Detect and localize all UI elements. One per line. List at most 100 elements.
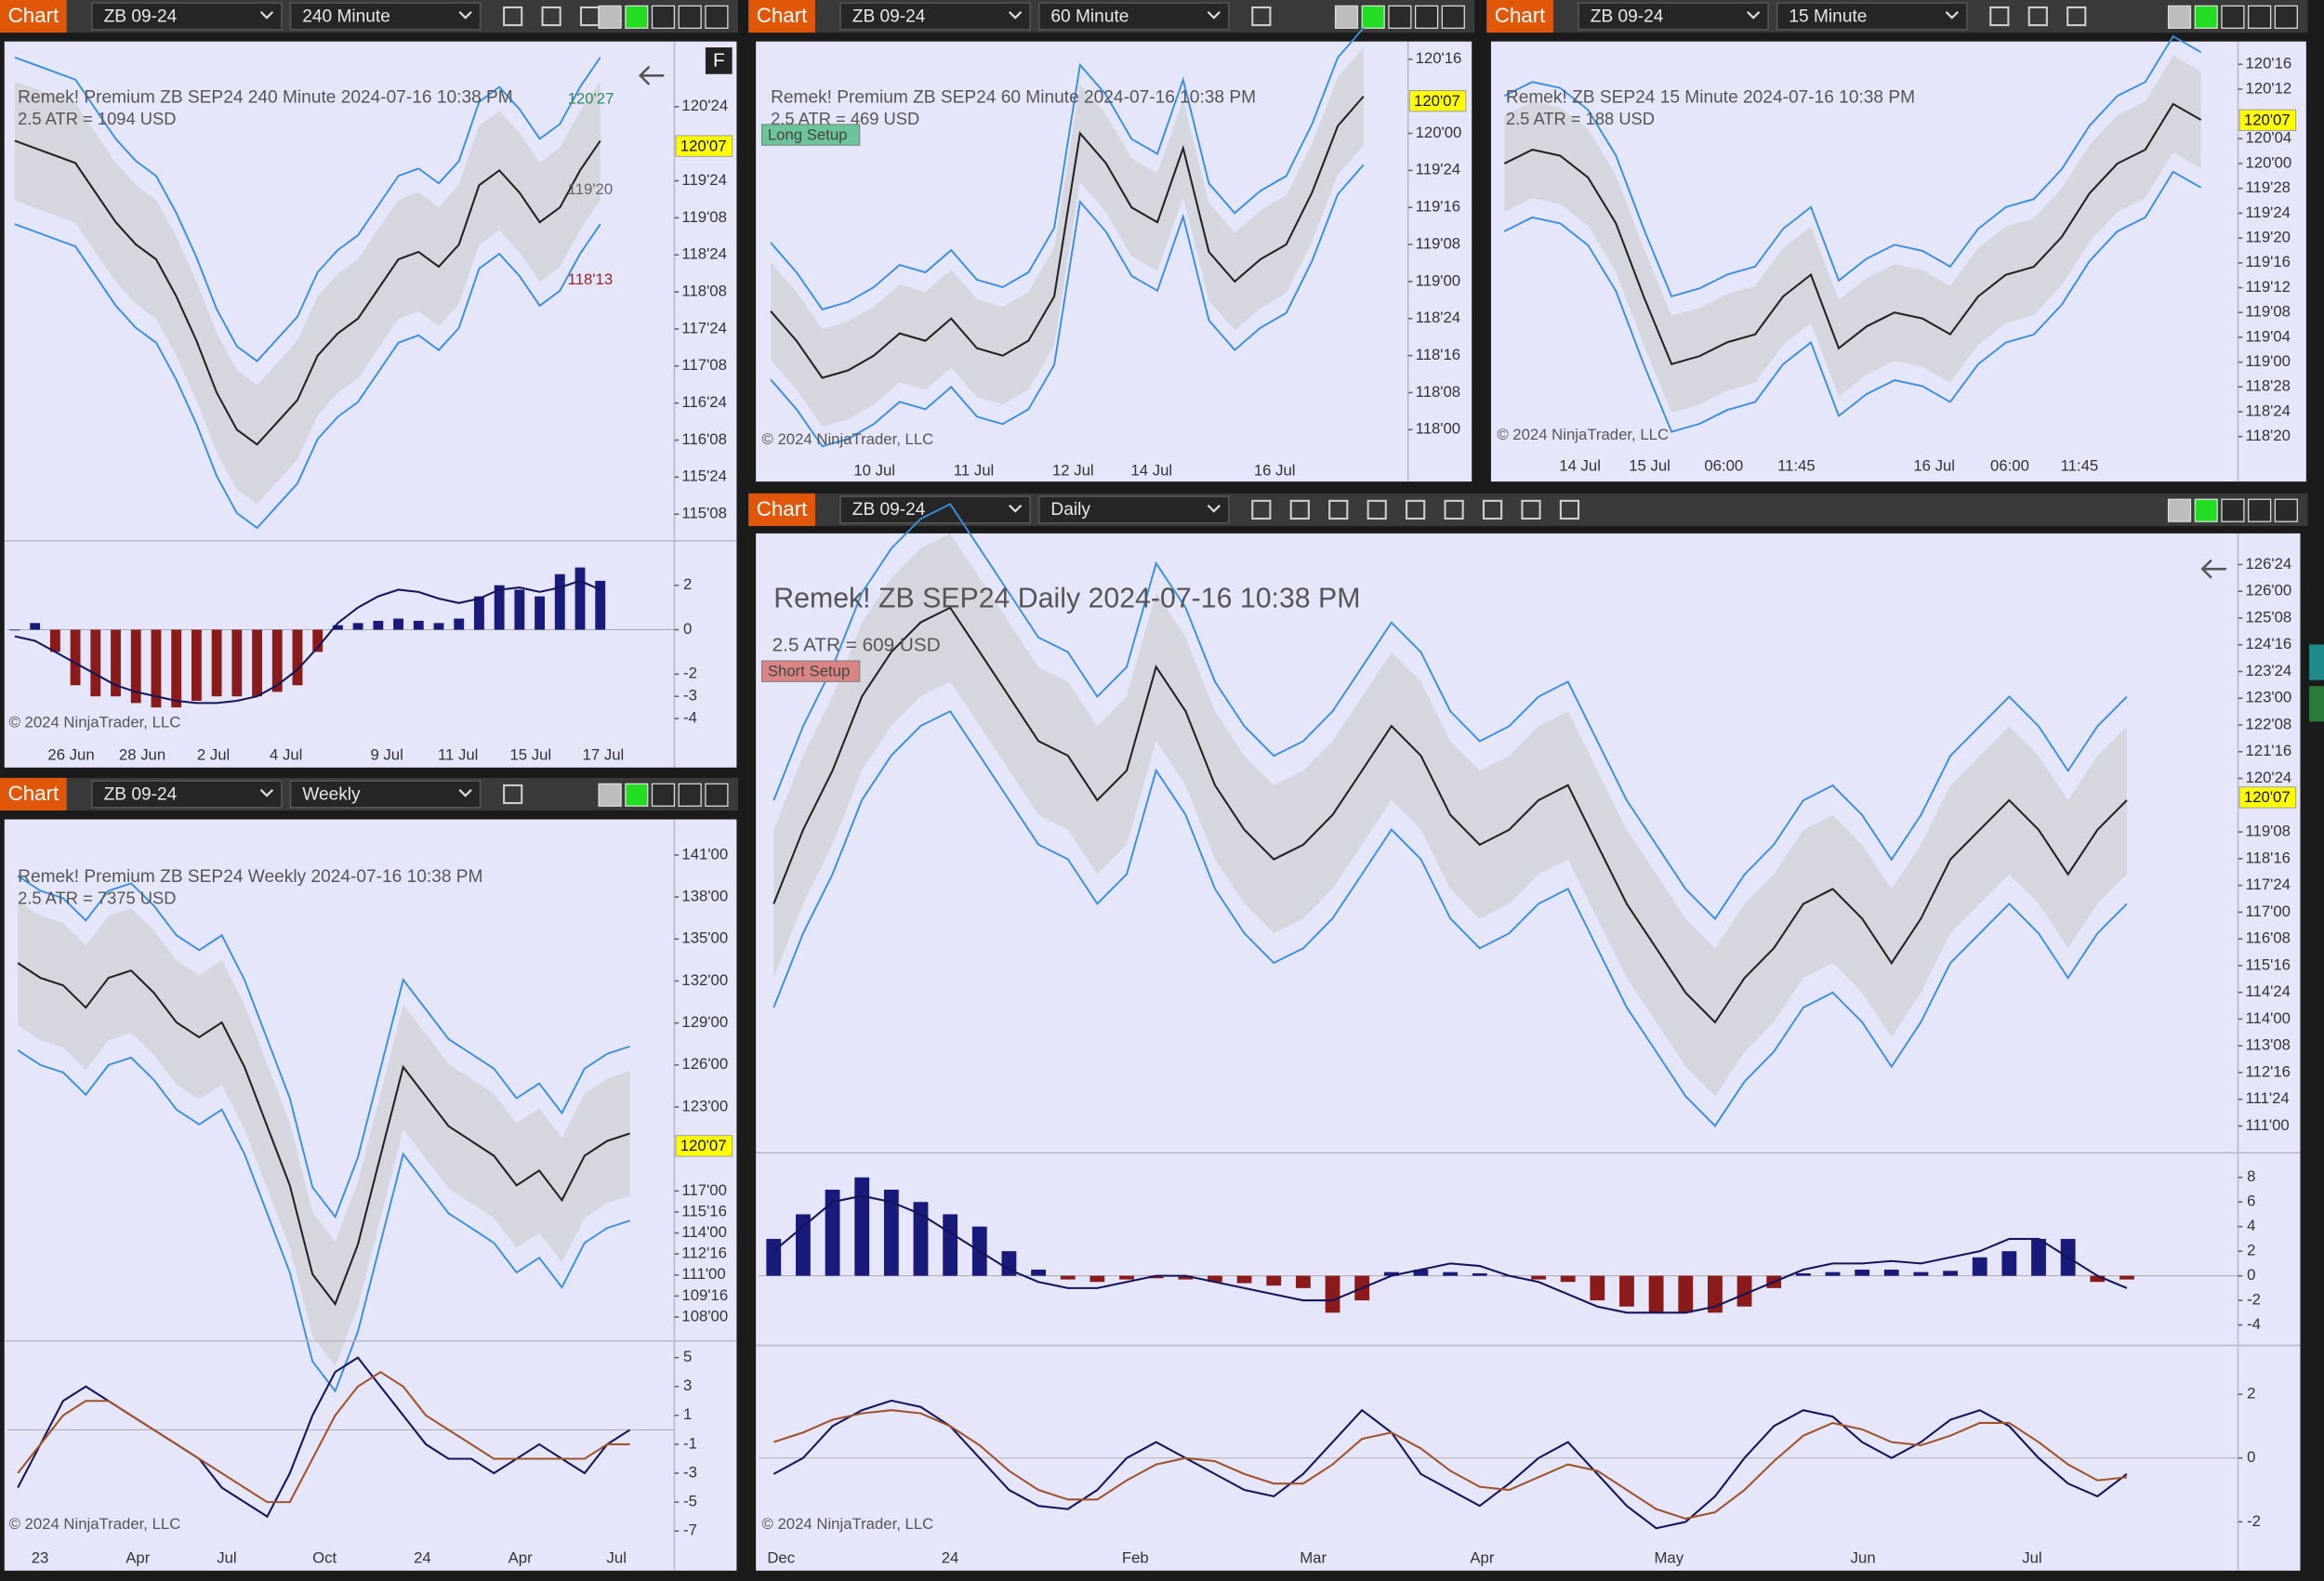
toolbar-icon[interactable]	[1482, 499, 1503, 520]
window-button[interactable]	[625, 5, 649, 29]
price-line	[17, 962, 630, 1307]
x-tick-label: Mar	[1300, 1549, 1327, 1567]
copyright: © 2024 NinjaTrader, LLC	[9, 1515, 181, 1533]
y-tick-label: 120'16	[2245, 55, 2291, 72]
window-button[interactable]	[1361, 5, 1385, 29]
side-tab[interactable]	[2309, 644, 2324, 680]
x-tick-label: Jun	[1851, 1549, 1876, 1567]
window-button[interactable]	[2194, 5, 2218, 29]
side-tab[interactable]	[2309, 686, 2324, 722]
window-button[interactable]	[625, 783, 649, 807]
back-arrow[interactable]	[2200, 559, 2226, 579]
f-button[interactable]	[705, 47, 733, 74]
histogram-bar	[1648, 1275, 1664, 1313]
y-tick-label: 112'16	[2245, 1062, 2291, 1080]
dropdown[interactable]	[1037, 495, 1230, 524]
y-tick-label: 118'24	[1416, 309, 1461, 326]
window-button[interactable]	[651, 5, 676, 29]
y-tick-label: 117'24	[2245, 876, 2291, 893]
window-button[interactable]	[1334, 5, 1359, 29]
band-lower	[772, 709, 2128, 1127]
y-tick-label: 125'08	[2245, 608, 2291, 626]
window-button[interactable]	[2248, 498, 2272, 522]
price-line	[14, 139, 601, 446]
toolbar-icon[interactable]	[1289, 499, 1310, 520]
window-button[interactable]	[1388, 5, 1412, 29]
y-tick-label: 115'16	[2245, 955, 2291, 973]
chart-tab[interactable]	[1486, 0, 1553, 33]
y-tick-label: 116'24	[681, 393, 727, 411]
window-button[interactable]	[705, 5, 729, 29]
window-button[interactable]	[1415, 5, 1439, 29]
y-tick-label: -2	[2247, 1512, 2261, 1530]
window-button[interactable]	[598, 5, 622, 29]
dropdown[interactable]	[91, 780, 283, 809]
y-tick-label: 118'08	[1416, 383, 1461, 401]
dropdown[interactable]	[289, 2, 482, 31]
toolbar-icon[interactable]	[1444, 499, 1464, 520]
back-arrow[interactable]	[638, 65, 665, 86]
window-button[interactable]	[705, 783, 729, 807]
dropdown[interactable]	[1776, 2, 1968, 31]
toolbar-icon[interactable]	[1367, 499, 1387, 520]
y-tick-label: 2	[2247, 1242, 2255, 1259]
y-tick-label: 120'16	[1416, 49, 1462, 67]
window-button[interactable]	[678, 5, 702, 29]
histogram-bar	[514, 589, 525, 630]
y-tick-label: 114'24	[2245, 982, 2291, 1000]
y-tick-label: 126'00	[2245, 582, 2291, 599]
y-tick-label: 118'20	[2245, 427, 2291, 444]
window-button[interactable]	[2167, 5, 2192, 29]
y-tick-label: 8	[2247, 1167, 2255, 1185]
band-upper	[770, 27, 1365, 310]
dropdown[interactable]	[289, 780, 482, 809]
dropdown[interactable]	[839, 2, 1031, 31]
window-button[interactable]	[2274, 5, 2298, 29]
dropdown[interactable]	[1578, 2, 1769, 31]
toolbar-icon[interactable]	[1328, 499, 1349, 520]
chart-tab[interactable]	[748, 0, 815, 33]
toolbar-icon[interactable]	[1406, 499, 1426, 520]
dropdown-label: Daily	[1050, 500, 1090, 520]
y-tick-label: 119'00	[2245, 352, 2291, 370]
chart-tab[interactable]	[0, 0, 67, 33]
toolbar-icon[interactable]	[1559, 499, 1580, 520]
dropdown[interactable]	[839, 495, 1031, 524]
toolbar-icon[interactable]	[541, 6, 561, 27]
window-button[interactable]	[2221, 498, 2245, 522]
toolbar-icon[interactable]	[2027, 6, 2048, 27]
window-button[interactable]	[2167, 498, 2192, 522]
histogram-bar	[494, 585, 505, 630]
toolbar-icon[interactable]	[1989, 6, 2010, 27]
toolbar-icon[interactable]	[2067, 6, 2087, 27]
y-tick-label: 119'08	[2245, 303, 2291, 321]
toolbar-icon[interactable]	[503, 784, 523, 805]
chart-tab[interactable]	[748, 493, 815, 526]
y-tick-label: 6	[2247, 1192, 2255, 1210]
price-annotation: 120'27	[568, 90, 614, 108]
toolbar-icon[interactable]	[503, 6, 523, 27]
chart-header: Remek! Premium ZB SEP24 Weekly 2024-07-1…	[18, 867, 482, 887]
window-button[interactable]	[598, 783, 622, 807]
histogram-bar	[252, 629, 262, 697]
histogram-bar	[554, 573, 565, 630]
window-button[interactable]	[678, 783, 702, 807]
window-button[interactable]	[2194, 498, 2218, 522]
window-button[interactable]	[651, 783, 676, 807]
window-button[interactable]	[2221, 5, 2245, 29]
price-line	[1503, 102, 2202, 365]
window-button[interactable]	[2248, 5, 2272, 29]
toolbar-icon[interactable]	[1251, 499, 1272, 520]
price-marker	[675, 135, 733, 157]
window-button[interactable]	[2274, 498, 2298, 522]
dropdown[interactable]	[91, 2, 283, 31]
window-button[interactable]	[1441, 5, 1465, 29]
dropdown[interactable]	[1037, 2, 1230, 31]
histogram-bar	[1148, 1275, 1164, 1279]
toolbar-icon[interactable]	[1521, 499, 1541, 520]
chart-tab[interactable]	[0, 777, 67, 811]
histogram-bar	[1943, 1271, 1958, 1276]
toolbar-icon[interactable]	[1251, 6, 1272, 27]
